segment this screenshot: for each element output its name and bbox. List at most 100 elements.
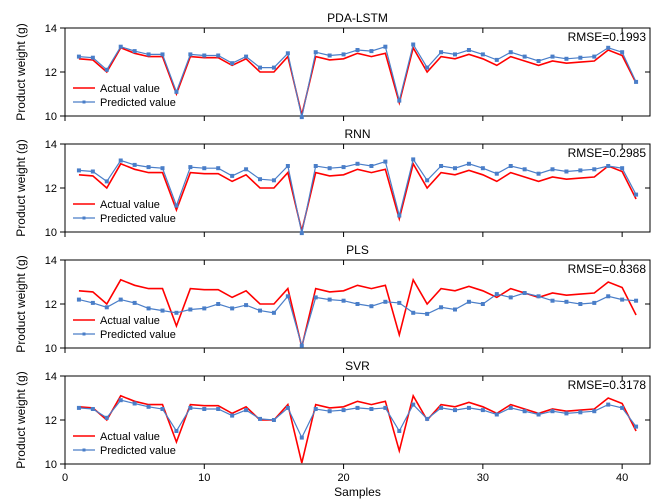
predicted-marker (203, 307, 206, 310)
predicted-marker (175, 204, 178, 207)
predicted-marker (231, 414, 234, 417)
legend-predicted-marker (83, 333, 86, 336)
predicted-marker (314, 408, 317, 411)
panel-PDA-LSTM: 101214Product weight (g)PDA-LSTMRMSE=0.1… (14, 11, 650, 123)
ytick-label: 10 (45, 343, 57, 355)
predicted-marker (579, 169, 582, 172)
predicted-marker (551, 55, 554, 58)
predicted-marker (217, 54, 220, 57)
predicted-marker (495, 58, 498, 61)
predicted-marker (398, 99, 401, 102)
ytick-label: 12 (45, 67, 57, 79)
predicted-marker (370, 165, 373, 168)
predicted-marker (537, 295, 540, 298)
predicted-marker (328, 298, 331, 301)
predicted-marker (189, 308, 192, 311)
predicted-marker (565, 300, 568, 303)
predicted-marker (147, 307, 150, 310)
predicted-marker (454, 308, 457, 311)
legend-actual-label: Actual value (100, 83, 160, 95)
predicted-marker (77, 406, 80, 409)
predicted-marker (523, 55, 526, 58)
xtick-label: 20 (337, 472, 349, 484)
rmse-label: RMSE=0.1993 (568, 30, 647, 44)
predicted-marker (217, 408, 220, 411)
predicted-marker (272, 179, 275, 182)
predicted-marker (245, 409, 248, 412)
predicted-marker (286, 295, 289, 298)
predicted-marker (551, 410, 554, 413)
predicted-marker (607, 403, 610, 406)
predicted-marker (342, 166, 345, 169)
predicted-marker (259, 178, 262, 181)
predicted-marker (147, 405, 150, 408)
panel-title: SVR (345, 359, 370, 373)
predicted-marker (328, 410, 331, 413)
predicted-marker (467, 162, 470, 165)
predicted-marker (412, 158, 415, 161)
predicted-marker (565, 412, 568, 415)
panel-SVR: 101214010203040Product weight (g)SVRRMSE… (14, 359, 650, 484)
predicted-marker (412, 311, 415, 314)
legend-predicted-label: Predicted value (100, 97, 176, 109)
predicted-marker (412, 43, 415, 46)
predicted-marker (342, 53, 345, 56)
ylabel: Product weight (g) (14, 139, 28, 236)
ytick-label: 12 (45, 299, 57, 311)
panel-title: PDA-LSTM (327, 11, 388, 25)
predicted-marker (189, 53, 192, 56)
rmse-label: RMSE=0.2985 (568, 146, 647, 160)
predicted-marker (300, 116, 303, 119)
predicted-marker (300, 344, 303, 347)
predicted-marker (398, 430, 401, 433)
predicted-marker (91, 170, 94, 173)
predicted-marker (523, 410, 526, 413)
legend-predicted-marker (83, 101, 86, 104)
ytick-label: 14 (45, 23, 57, 35)
ytick-label: 10 (45, 227, 57, 239)
predicted-marker (272, 419, 275, 422)
predicted-marker (161, 408, 164, 411)
predicted-marker (189, 166, 192, 169)
predicted-marker (119, 159, 122, 162)
predicted-marker (481, 303, 484, 306)
predicted-marker (537, 172, 540, 175)
legend-actual-label: Actual value (100, 315, 160, 327)
panel-PLS: 101214Product weight (g)PLSRMSE=0.8368Ac… (14, 243, 650, 355)
predicted-marker (286, 52, 289, 55)
predicted-marker (77, 169, 80, 172)
predicted-marker (440, 51, 443, 54)
predicted-marker (481, 409, 484, 412)
ytick-label: 10 (45, 111, 57, 123)
predicted-marker (509, 296, 512, 299)
predicted-marker (607, 165, 610, 168)
predicted-marker (217, 167, 220, 170)
predicted-marker (467, 49, 470, 52)
predicted-marker (356, 303, 359, 306)
legend-predicted-marker (83, 217, 86, 220)
legend-predicted-marker (83, 449, 86, 452)
predicted-marker (467, 406, 470, 409)
legend-predicted-label: Predicted value (100, 329, 176, 341)
predicted-marker (259, 417, 262, 420)
predicted-marker (272, 311, 275, 314)
panel-title: PLS (346, 243, 369, 257)
predicted-marker (398, 301, 401, 304)
predicted-marker (607, 46, 610, 49)
predicted-marker (314, 51, 317, 54)
predicted-marker (440, 165, 443, 168)
multi-panel-chart: 10 12 14 Product weight (g) PDA-LSTM RMSE=0.1… (0, 0, 660, 503)
predicted-marker (621, 298, 624, 301)
predicted-marker (217, 303, 220, 306)
predicted-marker (203, 54, 206, 57)
predicted-marker (467, 300, 470, 303)
legend-predicted-label: Predicted value (100, 213, 176, 225)
predicted-marker (161, 53, 164, 56)
predicted-marker (119, 399, 122, 402)
xtick-label: 40 (616, 472, 628, 484)
predicted-marker (77, 298, 80, 301)
predicted-marker (175, 311, 178, 314)
predicted-marker (635, 193, 638, 196)
predicted-marker (384, 406, 387, 409)
predicted-marker (300, 232, 303, 235)
